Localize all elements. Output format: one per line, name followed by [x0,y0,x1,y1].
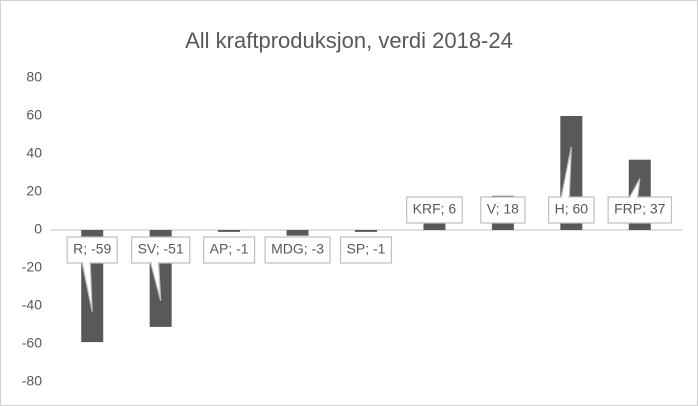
data-label-box [480,196,526,224]
data-label-box [339,236,393,264]
data-label: R; -59 [73,241,111,257]
y-tick-label: 40 [26,145,42,161]
y-tick-label: -80 [22,373,42,389]
data-label-box [203,236,256,264]
data-label: AP; -1 [210,241,249,257]
chart-title: All kraftproduksjon, verdi 2018-24 [185,28,513,53]
data-label-box [130,236,191,264]
data-label: H; 60 [555,201,589,217]
data-label: KRF; 6 [413,201,457,217]
data-label: FRP; 37 [614,201,666,217]
data-label: V; 18 [487,201,519,217]
data-label: SV; -51 [138,241,184,257]
y-tick-label: -40 [22,297,42,313]
data-label-box [66,236,118,264]
y-tick-label: 80 [26,69,42,85]
data-label: MDG; -3 [271,241,324,257]
data-label-box [547,196,595,224]
y-tick-label: 0 [34,221,42,237]
bar [355,230,377,232]
bar [286,230,309,236]
y-tick-label: 60 [26,107,42,123]
bar [218,230,241,232]
data-label-box [264,236,331,264]
y-tick-label: -60 [22,335,42,351]
data-label-box [406,196,463,224]
y-tick-label: 20 [26,183,42,199]
data-label-box [607,196,673,224]
bar [423,218,446,230]
data-label: SP; -1 [347,241,386,257]
y-tick-label: -20 [22,259,42,275]
